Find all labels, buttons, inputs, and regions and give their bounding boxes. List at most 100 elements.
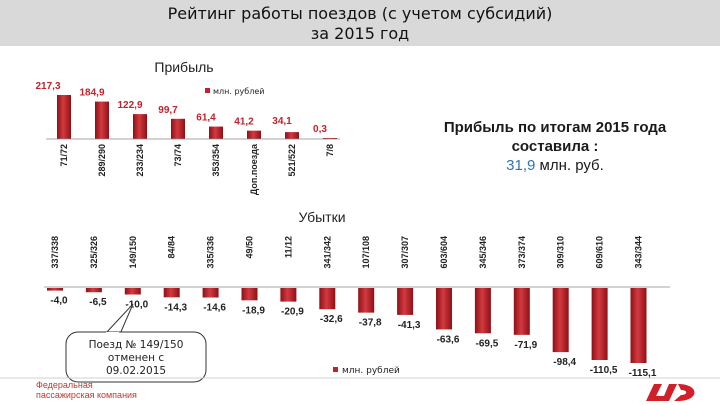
profit-value-label: 0,3 xyxy=(313,124,327,135)
loss-category-label: 373/374 xyxy=(517,236,527,269)
profit-value-label: 34,1 xyxy=(272,116,292,127)
profit-chart-title: Прибыль xyxy=(154,59,213,75)
loss-value-label: -41,3 xyxy=(398,320,421,331)
loss-chart: Убытки -4,0 337/338 -6,5 325/326 -10,0 149/150… xyxy=(44,209,670,379)
profit-summary: Прибыль по итогам 2015 года составила : … xyxy=(420,118,690,175)
loss-category-label: 149/150 xyxy=(128,236,138,269)
loss-value-label: -20,9 xyxy=(281,307,304,318)
loss-category-label: 84/84 xyxy=(167,236,177,259)
callout-line3: 09.02.2015 xyxy=(106,365,166,377)
loss-bar xyxy=(241,288,258,301)
loss-bar xyxy=(591,288,608,361)
profit-legend-swatch xyxy=(205,88,210,93)
profit-value-label: 217,3 xyxy=(35,81,60,92)
profit-value-label: 61,4 xyxy=(196,113,216,124)
profit-bar xyxy=(209,126,223,139)
loss-chart-title: Убытки xyxy=(298,209,345,225)
loss-bar xyxy=(436,288,452,330)
loss-value-label: -10,0 xyxy=(125,300,148,311)
profit-category-label: Доп.поезда xyxy=(249,143,259,195)
company-name-line2: пассажирская компания xyxy=(36,390,137,400)
loss-category-label: 341/342 xyxy=(322,236,332,269)
profit-bar xyxy=(95,101,109,139)
summary-line2: составила : xyxy=(511,138,599,155)
loss-bar xyxy=(124,288,141,295)
loss-bar xyxy=(474,288,491,334)
callout-line2: отменен с xyxy=(108,352,164,364)
loss-category-label: 11/12 xyxy=(283,236,293,258)
loss-value-label: -14,3 xyxy=(164,302,187,313)
loss-bar xyxy=(163,288,180,298)
profit-bar xyxy=(247,130,261,139)
loss-category-label: 345/346 xyxy=(478,236,488,269)
loss-bar xyxy=(85,288,102,293)
loss-value-label: -14,6 xyxy=(203,303,226,314)
loss-value-label: -32,6 xyxy=(320,314,343,325)
loss-value-label: -18,9 xyxy=(242,305,265,316)
company-name-line1: Федеральная xyxy=(36,380,93,390)
loss-bar xyxy=(552,288,569,353)
loss-category-label: 335/336 xyxy=(206,236,216,269)
loss-bar xyxy=(202,288,219,298)
loss-value-label: -37,8 xyxy=(359,318,382,329)
callout-box xyxy=(65,331,207,383)
loss-value-label: -110,5 xyxy=(590,365,618,376)
profit-chart: Прибыль млн. рублей 217,3 71/72 184,9 289/290… xyxy=(35,59,340,195)
profit-category-label: 521/522 xyxy=(287,144,297,177)
summary-line1: Прибыль по итогам 2015 года xyxy=(443,119,667,136)
loss-category-label: 49/50 xyxy=(245,236,255,259)
profit-value-label: 99,7 xyxy=(158,105,178,116)
profit-value-label: 184,9 xyxy=(79,88,104,99)
loss-value-label: -63,6 xyxy=(437,334,460,345)
title-band xyxy=(0,0,720,46)
loss-category-label: 107/108 xyxy=(361,236,371,269)
loss-bar xyxy=(319,288,336,310)
loss-bar xyxy=(47,288,63,291)
page-title-line2: за 2015 год xyxy=(310,24,410,43)
rzd-logo-icon xyxy=(640,381,704,403)
page-title-line1: Рейтинг работы поездов (с учетом субсиди… xyxy=(167,4,553,23)
loss-bar xyxy=(397,288,414,315)
loss-category-label: 325/326 xyxy=(89,236,99,269)
loss-value-label: -6,5 xyxy=(89,297,107,308)
loss-bar xyxy=(280,288,297,302)
loss-value-label: -71,9 xyxy=(514,340,537,351)
summary-unit: млн. руб. xyxy=(539,157,604,174)
loss-category-label: 309/310 xyxy=(556,236,566,269)
page-title: Рейтинг работы поездов (с учетом субсиди… xyxy=(0,4,720,44)
callout: Поезд № 149/150 отменен с 09.02.2015 xyxy=(65,303,207,383)
profit-bar xyxy=(133,114,147,139)
loss-category-label: 609/610 xyxy=(595,236,605,269)
profit-bar xyxy=(323,138,337,139)
profit-category-label: 233/234 xyxy=(135,144,145,177)
profit-category-label: 353/354 xyxy=(211,144,221,177)
profit-legend-label: млн. рублей xyxy=(213,87,264,96)
callout-pointer xyxy=(104,303,134,335)
profit-category-label: 289/290 xyxy=(97,144,107,177)
loss-category-label: 343/344 xyxy=(634,236,644,269)
profit-value-label: 122,9 xyxy=(117,100,142,111)
loss-category-label: 603/604 xyxy=(439,236,449,269)
profit-bar xyxy=(285,132,299,139)
profit-bar xyxy=(57,95,71,139)
loss-legend-label: млн. рублей xyxy=(342,366,400,376)
summary-value: 31,9 xyxy=(506,157,536,174)
profit-category-label: 73/74 xyxy=(173,144,183,167)
loss-value-label: -69,5 xyxy=(476,338,499,349)
profit-category-label: 7/8 xyxy=(325,144,335,157)
loss-bar xyxy=(513,288,530,335)
loss-value-label: -4,0 xyxy=(50,296,68,307)
loss-legend-swatch xyxy=(333,367,338,372)
profit-category-label: 71/72 xyxy=(59,144,69,167)
loss-value-label: -98,4 xyxy=(553,357,576,368)
loss-bar xyxy=(358,288,375,313)
callout-line1: Поезд № 149/150 xyxy=(89,339,184,351)
profit-value-label: 41,2 xyxy=(234,117,254,128)
loss-category-label: 337/338 xyxy=(50,236,60,269)
loss-bar xyxy=(630,288,647,363)
loss-value-label: -115,1 xyxy=(629,368,657,379)
loss-category-label: 307/307 xyxy=(400,236,410,269)
profit-bar xyxy=(171,118,185,139)
company-name: Федеральная пассажирская компания xyxy=(36,380,137,400)
